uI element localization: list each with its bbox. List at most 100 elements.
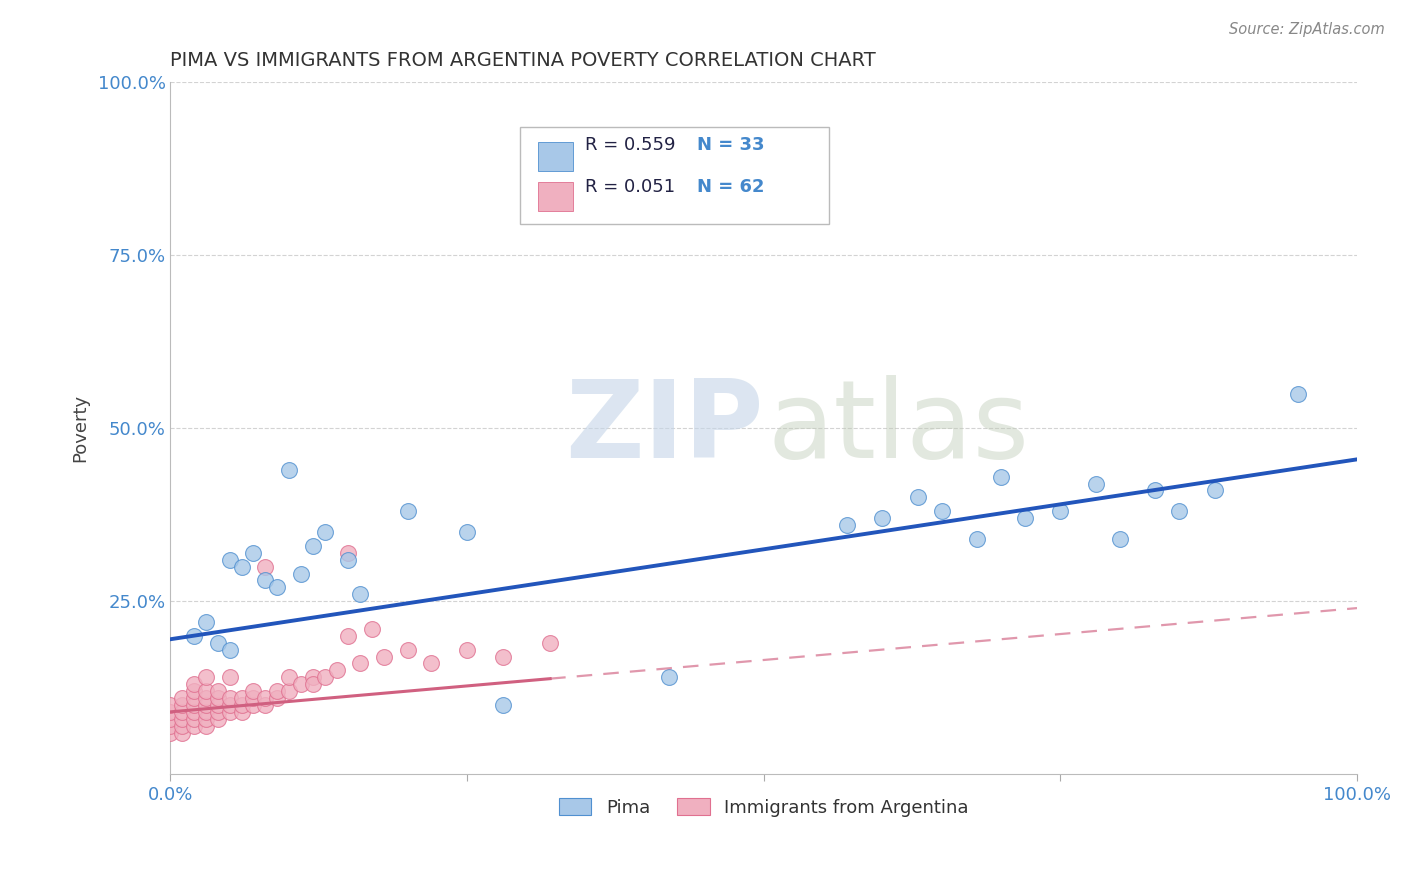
Point xyxy=(266,580,288,594)
Legend: Pima, Immigrants from Argentina: Pima, Immigrants from Argentina xyxy=(551,791,976,824)
Point xyxy=(207,698,229,712)
Y-axis label: Poverty: Poverty xyxy=(72,394,89,462)
Point xyxy=(172,698,194,712)
Point xyxy=(159,698,181,712)
Point xyxy=(278,670,301,684)
Point xyxy=(242,684,264,698)
Point xyxy=(195,684,218,698)
Point xyxy=(314,524,336,539)
Point xyxy=(183,629,205,643)
Point xyxy=(290,566,312,581)
Point xyxy=(172,725,194,739)
Point xyxy=(183,684,205,698)
Point xyxy=(420,657,443,671)
Point xyxy=(242,546,264,560)
Text: R = 0.051: R = 0.051 xyxy=(585,178,675,195)
Point xyxy=(218,642,240,657)
Point xyxy=(1286,386,1309,401)
Point xyxy=(231,691,253,706)
Point xyxy=(159,712,181,726)
Point xyxy=(278,463,301,477)
Point xyxy=(183,719,205,733)
Point xyxy=(242,698,264,712)
Point xyxy=(254,691,277,706)
Text: R = 0.559: R = 0.559 xyxy=(585,136,675,154)
Point xyxy=(538,636,561,650)
Point xyxy=(349,587,371,601)
Point xyxy=(337,629,360,643)
Point xyxy=(1144,483,1167,498)
Point xyxy=(931,504,953,518)
Point xyxy=(254,574,277,588)
Point xyxy=(183,698,205,712)
Point xyxy=(183,691,205,706)
Point xyxy=(492,698,515,712)
Point xyxy=(195,719,218,733)
Point xyxy=(207,684,229,698)
FancyBboxPatch shape xyxy=(538,182,572,211)
Point xyxy=(1204,483,1226,498)
Text: Source: ZipAtlas.com: Source: ZipAtlas.com xyxy=(1229,22,1385,37)
Point xyxy=(195,705,218,719)
Point xyxy=(990,469,1012,483)
Point xyxy=(266,684,288,698)
Point xyxy=(456,524,478,539)
Point xyxy=(290,677,312,691)
Point xyxy=(172,705,194,719)
Point xyxy=(1108,532,1130,546)
Point xyxy=(254,559,277,574)
Text: N = 62: N = 62 xyxy=(697,178,765,195)
Point xyxy=(231,705,253,719)
Point xyxy=(373,649,395,664)
Point xyxy=(207,705,229,719)
Point xyxy=(159,725,181,739)
Point xyxy=(207,636,229,650)
Point xyxy=(835,518,858,533)
Point xyxy=(218,705,240,719)
Point xyxy=(396,642,419,657)
Point xyxy=(159,719,181,733)
Point xyxy=(325,664,347,678)
Text: ZIP: ZIP xyxy=(565,376,763,482)
Point xyxy=(195,670,218,684)
Point xyxy=(195,712,218,726)
FancyBboxPatch shape xyxy=(520,128,830,224)
Point xyxy=(195,615,218,629)
Point xyxy=(301,677,323,691)
Point xyxy=(218,698,240,712)
FancyBboxPatch shape xyxy=(538,142,572,171)
Point xyxy=(218,670,240,684)
Point xyxy=(1168,504,1191,518)
Text: PIMA VS IMMIGRANTS FROM ARGENTINA POVERTY CORRELATION CHART: PIMA VS IMMIGRANTS FROM ARGENTINA POVERT… xyxy=(170,51,876,70)
Point xyxy=(872,511,894,525)
Point xyxy=(349,657,371,671)
Point xyxy=(231,698,253,712)
Point xyxy=(1084,476,1107,491)
Point xyxy=(361,622,384,636)
Point xyxy=(183,677,205,691)
Point xyxy=(195,698,218,712)
Point xyxy=(301,670,323,684)
Point xyxy=(254,698,277,712)
Point xyxy=(172,691,194,706)
Point xyxy=(456,642,478,657)
Point xyxy=(492,649,515,664)
Point xyxy=(658,670,681,684)
Point xyxy=(172,712,194,726)
Point xyxy=(337,546,360,560)
Point xyxy=(195,691,218,706)
Point xyxy=(396,504,419,518)
Point xyxy=(966,532,988,546)
Point xyxy=(218,691,240,706)
Point xyxy=(172,719,194,733)
Point xyxy=(218,552,240,566)
Point xyxy=(231,559,253,574)
Point xyxy=(266,691,288,706)
Point xyxy=(337,552,360,566)
Point xyxy=(907,491,929,505)
Point xyxy=(183,705,205,719)
Point xyxy=(278,684,301,698)
Point xyxy=(242,691,264,706)
Text: N = 33: N = 33 xyxy=(697,136,765,154)
Point xyxy=(314,670,336,684)
